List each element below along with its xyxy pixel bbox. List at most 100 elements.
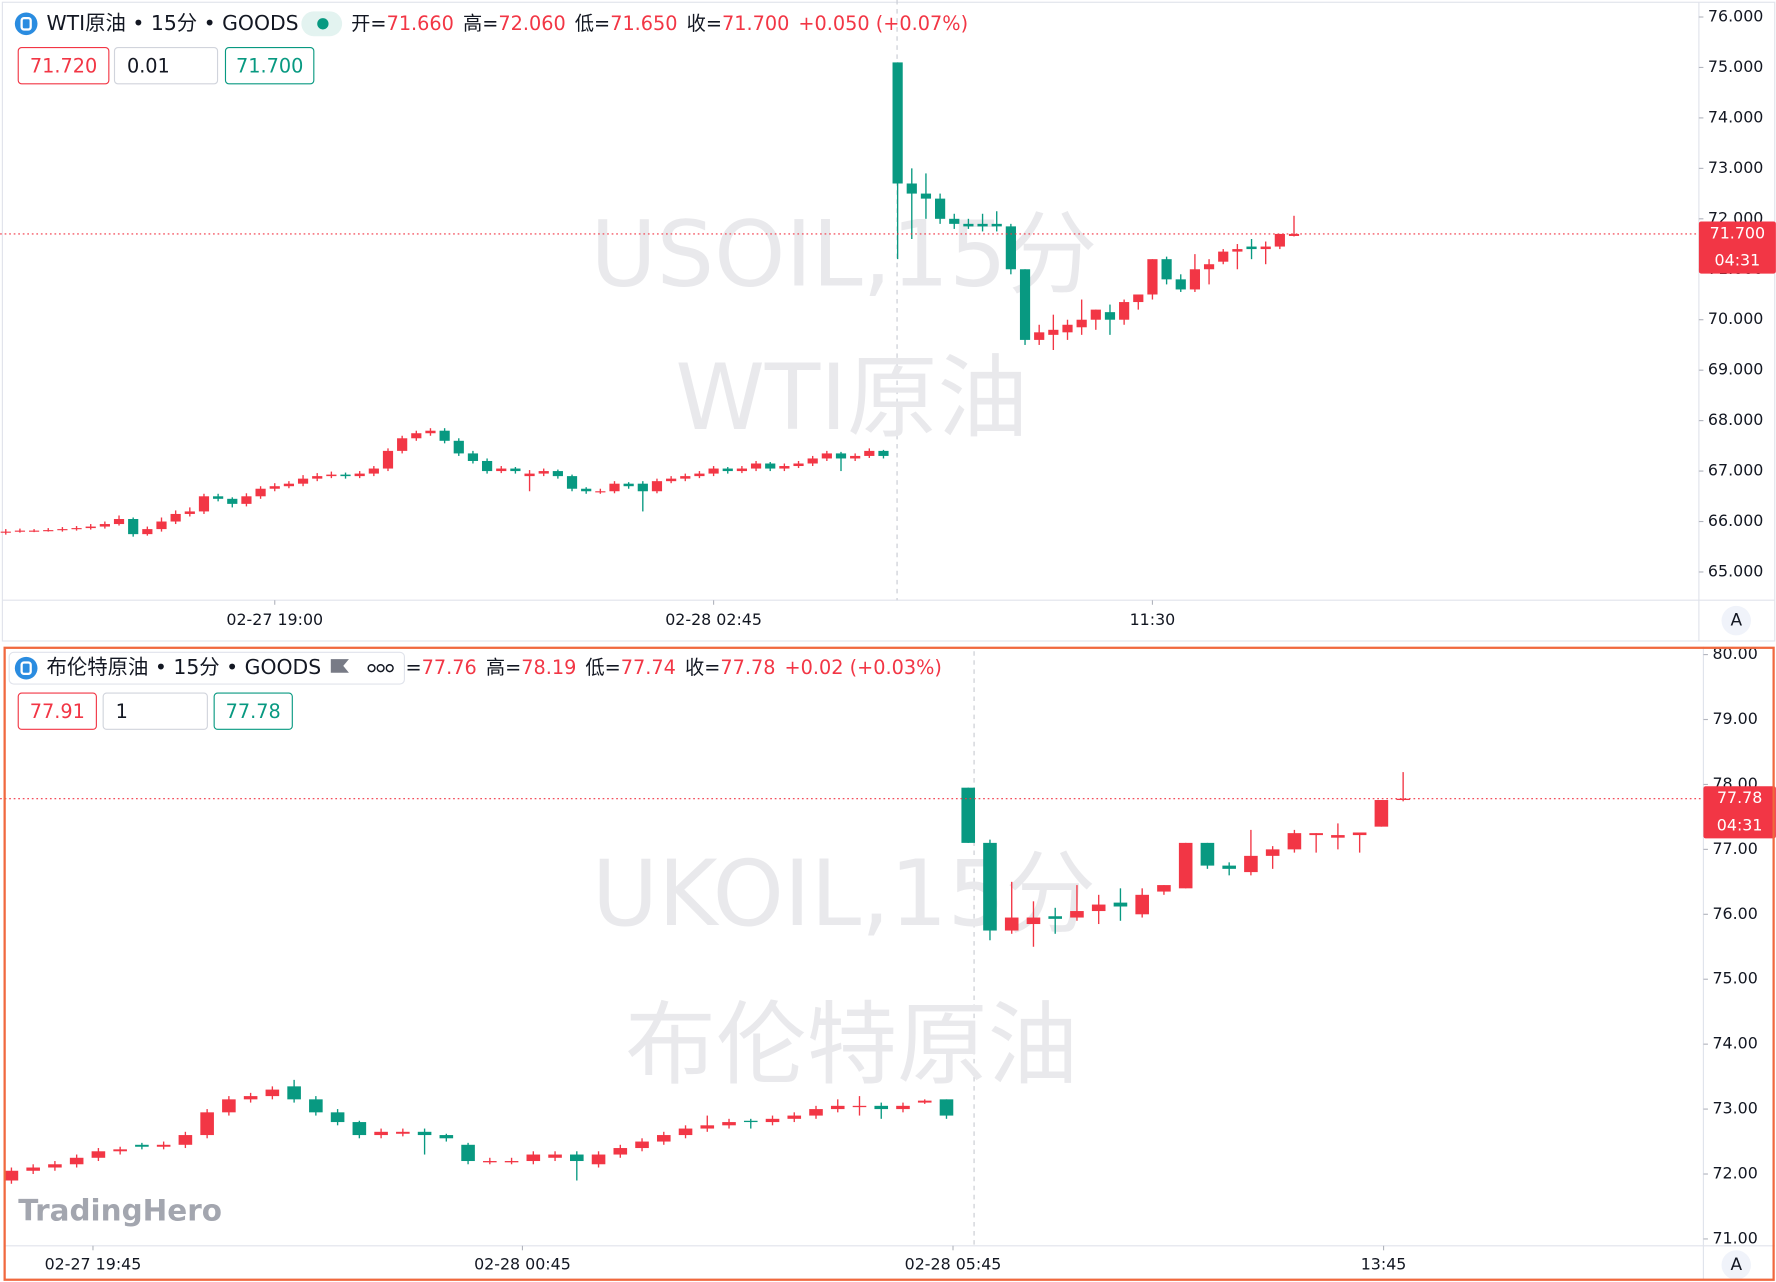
- candle-body: [765, 1118, 780, 1123]
- candle-body: [255, 488, 266, 497]
- y-tick-label: 74.000: [1708, 107, 1763, 126]
- ohlc-value: 72.060: [498, 11, 565, 34]
- candle-body: [1034, 332, 1045, 340]
- candle-body: [613, 1148, 628, 1155]
- candle-body: [340, 474, 351, 477]
- candle-body: [397, 438, 408, 451]
- symbol-icon: [14, 12, 38, 36]
- candle-body: [1260, 246, 1271, 250]
- order-box-sell: [17, 692, 97, 730]
- ohlc-value: 71.700: [722, 11, 789, 34]
- candle-body: [566, 476, 578, 489]
- candle-body: [635, 1141, 649, 1149]
- candle-body: [170, 513, 181, 522]
- candle-body: [241, 496, 252, 504]
- symbol-icon-glyph: [20, 661, 32, 675]
- y-tick-label: 76.00: [1712, 904, 1757, 923]
- candle-body: [1019, 269, 1031, 340]
- candle-body: [807, 458, 818, 464]
- candle-body: [1352, 832, 1367, 836]
- candle-body: [743, 1120, 758, 1123]
- candle-body: [656, 1135, 671, 1142]
- candle-body: [91, 1151, 106, 1158]
- candle-body: [128, 519, 139, 535]
- candle-body: [309, 1099, 323, 1113]
- candle-body: [113, 1149, 127, 1152]
- candle-body: [939, 1099, 954, 1116]
- active-panel-frame: [3, 646, 1775, 1281]
- candle-body: [184, 511, 195, 514]
- more-dot: [376, 664, 385, 673]
- y-tick-label: 69.000: [1708, 360, 1763, 379]
- y-tick-label: 67.000: [1708, 461, 1763, 480]
- candle-body: [722, 1122, 736, 1126]
- x-tick-label: 02-27 19:00: [226, 610, 323, 629]
- symbol-icon-glyph: [20, 16, 32, 31]
- watermark: WTI原油: [675, 346, 1028, 451]
- candle-body: [700, 1125, 715, 1129]
- candle-body: [1309, 833, 1323, 836]
- panel-frame: [1, 1, 1776, 642]
- candle-body: [1200, 842, 1215, 866]
- scale-button[interactable]: [1721, 1250, 1751, 1280]
- ohlc-label: 低=: [575, 11, 610, 34]
- candle-body: [666, 478, 677, 482]
- candle-body: [1203, 264, 1215, 270]
- candle-body: [963, 223, 974, 227]
- candle-body: [135, 1144, 149, 1147]
- scale-button-label: A: [1730, 1255, 1742, 1275]
- candle-body: [809, 1109, 823, 1116]
- ohlc-value: 77.76: [422, 656, 477, 679]
- candle-body: [548, 1154, 562, 1158]
- candle-body: [1274, 233, 1285, 247]
- candle-body: [71, 528, 82, 530]
- order-box-quantity: [113, 46, 219, 85]
- ohlc-value: 71.650: [610, 11, 677, 34]
- candle-body: [991, 223, 1002, 227]
- x-tick-label: 02-28 05:45: [905, 1255, 1002, 1274]
- candle-body: [961, 787, 976, 843]
- candle-body: [793, 463, 804, 467]
- candle-body: [526, 1154, 541, 1162]
- candle-body: [312, 476, 323, 479]
- candle-body: [552, 471, 563, 477]
- candle-body: [510, 468, 521, 472]
- candle-body: [425, 430, 436, 434]
- scale-button[interactable]: [1721, 605, 1751, 636]
- symbol-box: [8, 651, 405, 685]
- candle-body: [4, 1170, 19, 1181]
- candle-body: [896, 1105, 910, 1110]
- candle-body: [892, 62, 903, 184]
- candle-body: [1147, 259, 1158, 295]
- candle-body: [14, 530, 26, 532]
- candle-body: [330, 1112, 345, 1123]
- candle-body: [1070, 911, 1084, 918]
- candle-body: [983, 842, 997, 931]
- candle-body: [467, 453, 479, 461]
- candle-body: [591, 1154, 606, 1165]
- candle-body: [1062, 324, 1073, 333]
- y-tick-label: 68.000: [1708, 410, 1763, 429]
- candle-body: [878, 450, 889, 456]
- logo: TradingHero: [18, 1193, 222, 1227]
- candle-body: [1005, 226, 1016, 270]
- candle-body: [637, 483, 648, 492]
- candle-body: [382, 450, 394, 469]
- candle-body: [609, 483, 620, 492]
- symbol-title: WTI原油 • 15分 • GOODS: [47, 11, 299, 35]
- candle-body: [1232, 249, 1243, 252]
- ohlc-label: 收=: [687, 11, 722, 34]
- candle-body: [213, 496, 224, 499]
- candle-body: [1222, 865, 1236, 869]
- candle-body: [874, 1105, 889, 1110]
- order-box-quantity: [102, 692, 208, 730]
- ohlc-label: 低=: [585, 656, 620, 679]
- y-tick-label: 73.000: [1708, 158, 1763, 177]
- candle-body: [1076, 319, 1087, 328]
- ohlc-label: 高=: [463, 11, 498, 34]
- candle-body: [765, 463, 776, 469]
- candle-body: [28, 530, 40, 532]
- candle-body: [651, 481, 663, 492]
- candle-body: [178, 1135, 193, 1145]
- candle-body: [85, 526, 96, 529]
